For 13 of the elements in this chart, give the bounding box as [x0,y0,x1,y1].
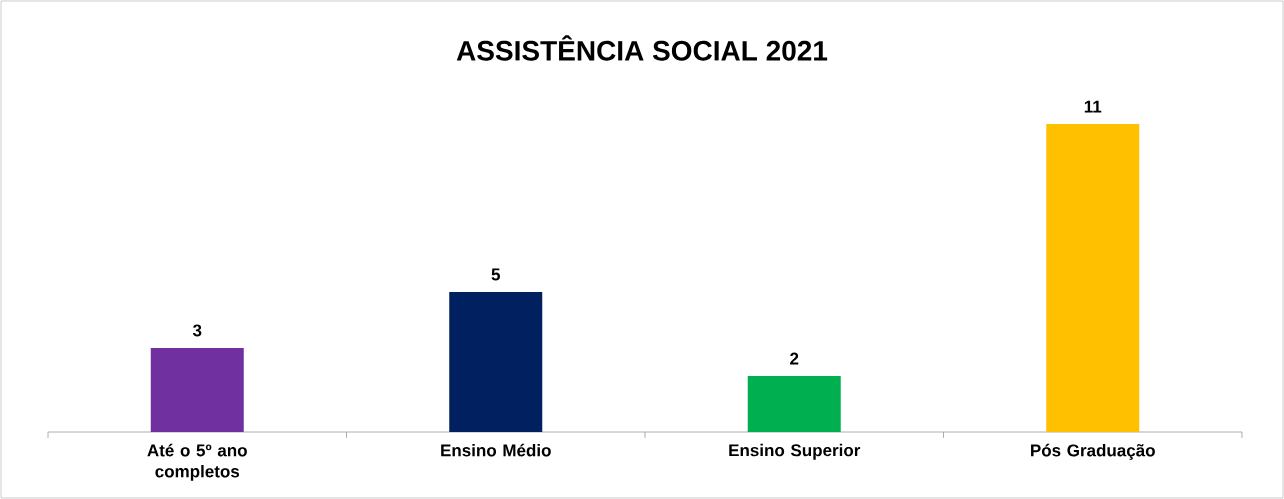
bar [1046,124,1140,432]
data-label: 3 [192,324,202,337]
bar [747,376,841,432]
data-label: 2 [790,352,799,365]
x-tick-label: Ensino Médio [441,443,551,457]
bar [150,348,244,432]
chart-title: ASSISTÊNCIA SOCIAL 2021 [456,35,828,61]
x-tick-label: Até o 5º ano completos [147,443,247,481]
bar [449,292,543,432]
data-label: 11 [1084,100,1102,113]
data-label: 5 [491,268,501,281]
x-tick-label: Ensino Superior [729,443,861,460]
x-tick-label: Pós Graduação [1031,443,1155,460]
